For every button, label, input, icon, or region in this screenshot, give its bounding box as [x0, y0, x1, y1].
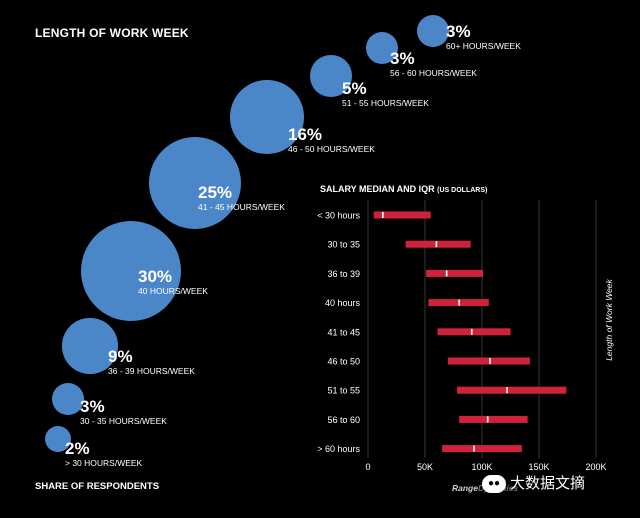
- median-mark-0: [382, 212, 384, 218]
- bubble-label-3: 30% 40 HOURS/WEEK: [138, 267, 208, 297]
- bubble-label-7: 3% 56 - 60 HOURS/WEEK: [390, 49, 477, 79]
- bubble-label-8: 3% 60+ HOURS/WEEK: [446, 22, 521, 52]
- bubble-percent-1: 3%: [80, 397, 105, 416]
- row-label-2: 36 to 39: [327, 269, 360, 279]
- iqr-bar-4: [437, 328, 511, 336]
- row-label-4: 41 to 45: [327, 327, 360, 337]
- bubble-label-4: 25% 41 - 45 HOURS/WEEK: [198, 183, 285, 213]
- bubble-range-5: 46 - 50 HOURS/WEEK: [288, 144, 375, 154]
- row-label-5: 46 to 50: [327, 357, 360, 367]
- bubble-range-2: 36 - 39 HOURS/WEEK: [108, 366, 195, 376]
- row-label-7: 56 to 60: [327, 415, 360, 425]
- bubble-range-1: 30 - 35 HOURS/WEEK: [80, 416, 167, 426]
- bubble-7: [366, 32, 398, 64]
- row-label-6: 51 to 55: [327, 386, 360, 396]
- median-mark-3: [458, 299, 460, 306]
- x-tick-label-2: 100K: [471, 462, 492, 472]
- bubble-3: [80, 220, 182, 322]
- bubble-percent-4: 25%: [198, 183, 233, 202]
- bubble-label-6: 5% 51 - 55 HOURS/WEEK: [342, 79, 429, 109]
- bubble-6: [310, 55, 352, 97]
- iqr-bar-1: [405, 240, 471, 248]
- wechat-watermark: ●● 大数据文摘: [482, 472, 586, 494]
- bubble-label-2: 9% 36 - 39 HOURS/WEEK: [108, 347, 195, 377]
- row-label-3: 40 hours: [325, 298, 361, 308]
- iqr-bar-6: [456, 386, 567, 394]
- bubble-percent-5: 16%: [288, 125, 323, 144]
- bubble-4: [149, 137, 241, 229]
- median-mark-6: [506, 387, 508, 394]
- bubble-range-8: 60+ HOURS/WEEK: [446, 41, 521, 51]
- median-mark-2: [445, 270, 448, 277]
- y-axis-label: Length of Work Week: [604, 278, 614, 360]
- chart-title: LENGTH OF WORK WEEK: [35, 26, 189, 40]
- bubble-percent-3: 30%: [138, 267, 173, 286]
- bubble-range-7: 56 - 60 HOURS/WEEK: [390, 68, 477, 78]
- wechat-icon: ●●: [482, 475, 506, 494]
- row-label-0: < 30 hours: [317, 211, 360, 221]
- salary-chart-title: SALARY MEDIAN AND IQR (US DOLLARS): [320, 184, 487, 194]
- x-tick-label-3: 150K: [528, 462, 549, 472]
- bubble-label-1: 3% 30 - 35 HOURS/WEEK: [80, 397, 167, 427]
- x-tick-label-4: 200K: [585, 462, 606, 472]
- iqr-bar-7: [459, 415, 528, 423]
- bubble-2: [62, 318, 118, 374]
- x-tick-label-0: 0: [365, 462, 370, 472]
- bubble-percent-2: 9%: [108, 347, 133, 366]
- share-of-respondents-label: SHARE OF RESPONDENTS: [35, 481, 160, 492]
- median-mark-1: [435, 241, 438, 248]
- bubble-percent-8: 3%: [446, 22, 471, 41]
- iqr-bar-2: [426, 269, 484, 277]
- iqr-bar-8: [442, 445, 522, 453]
- median-mark-4: [470, 328, 473, 335]
- row-label-8: > 60 hours: [317, 444, 360, 454]
- bubble-range-4: 41 - 45 HOURS/WEEK: [198, 202, 285, 212]
- median-mark-5: [489, 358, 491, 364]
- wechat-text: 大数据文摘: [510, 475, 586, 492]
- row-label-1: 30 to 35: [327, 240, 360, 250]
- bubble-0: [44, 425, 71, 452]
- bubble-8: [417, 15, 449, 47]
- bubble-percent-7: 3%: [390, 49, 415, 68]
- salary-title-main: SALARY MEDIAN AND IQR: [320, 184, 437, 194]
- salary-title-unit: (US DOLLARS): [437, 187, 487, 194]
- bubble-range-3: 40 HOURS/WEEK: [138, 286, 208, 296]
- bubble-percent-0: 2%: [65, 439, 90, 458]
- bubble-percent-6: 5%: [342, 79, 367, 98]
- bubble-label-5: 16% 46 - 50 HOURS/WEEK: [288, 125, 375, 155]
- bubble-1: [52, 383, 84, 415]
- bubble-range-0: > 30 HOURS/WEEK: [65, 458, 143, 468]
- median-mark-7: [486, 416, 489, 423]
- x-tick-label-1: 50K: [417, 462, 433, 472]
- iqr-bar-5: [447, 357, 530, 365]
- median-mark-8: [473, 445, 475, 452]
- bubble-label-0: 2% > 30 HOURS/WEEK: [65, 439, 143, 469]
- bubble-range-6: 51 - 55 HOURS/WEEK: [342, 98, 429, 108]
- iqr-bar-0: [373, 211, 431, 219]
- bubble-5: [230, 80, 304, 154]
